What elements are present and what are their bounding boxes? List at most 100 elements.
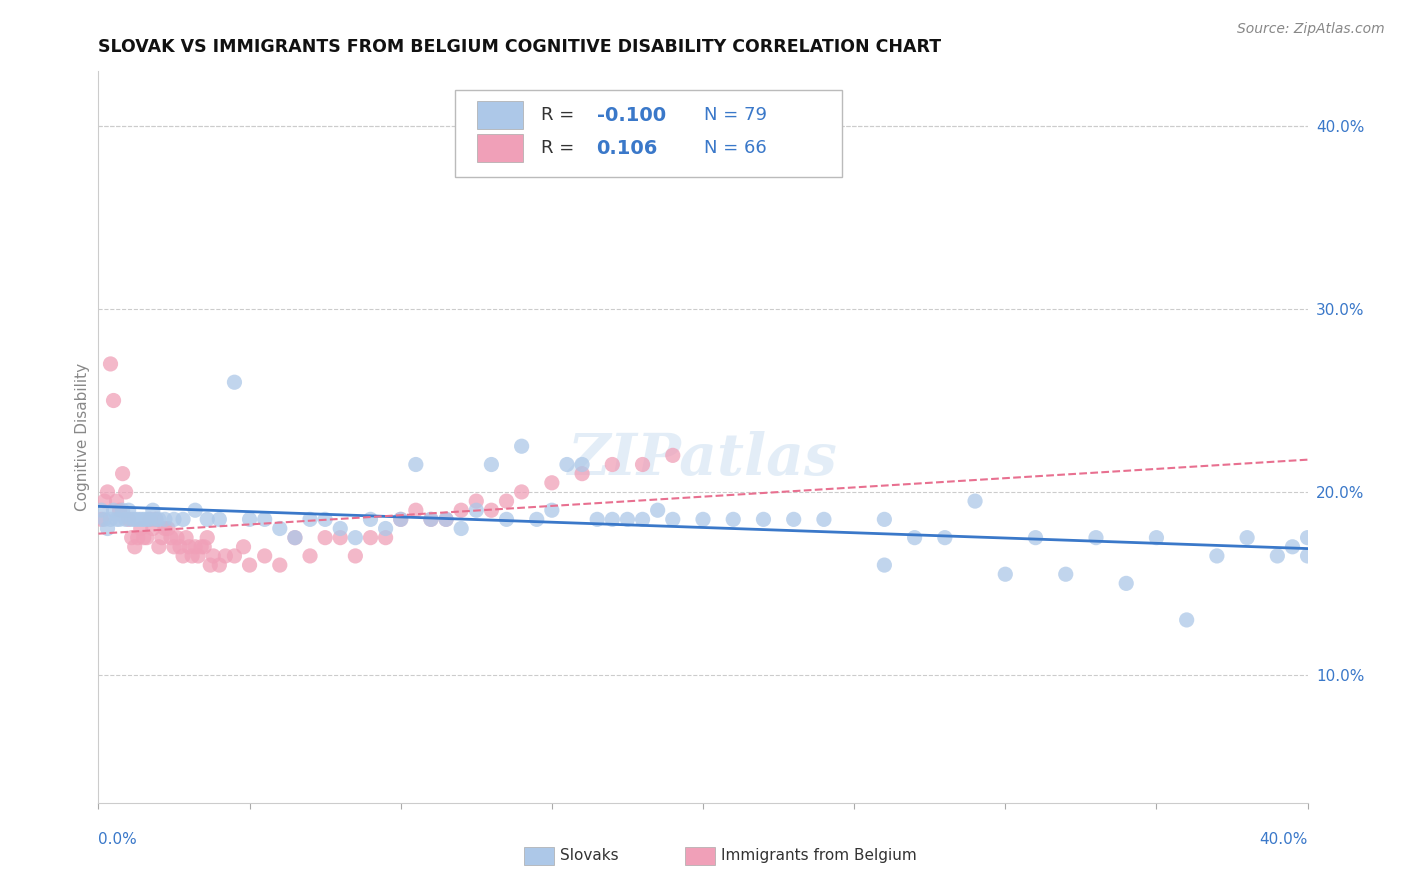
Point: [1054, 567, 1077, 582]
Point: [465, 494, 488, 508]
Point: [100, 512, 122, 526]
Point: [114, 512, 136, 526]
Point: [202, 549, 225, 563]
Point: [253, 549, 276, 563]
Point: [571, 458, 593, 472]
Point: [420, 512, 443, 526]
Point: [284, 531, 307, 545]
Point: [96, 521, 118, 535]
Point: [299, 549, 322, 563]
Point: [139, 512, 162, 526]
Point: [118, 503, 141, 517]
FancyBboxPatch shape: [685, 847, 716, 865]
Point: [1024, 531, 1046, 545]
Text: 0.106: 0.106: [596, 138, 658, 158]
Text: -0.100: -0.100: [596, 106, 665, 125]
Point: [1085, 531, 1108, 545]
Point: [129, 521, 152, 535]
Point: [132, 512, 155, 526]
Point: [156, 521, 179, 535]
Point: [555, 458, 578, 472]
Point: [389, 512, 412, 526]
Point: [239, 558, 262, 573]
Point: [111, 503, 134, 517]
Point: [389, 512, 412, 526]
Point: [1296, 531, 1319, 545]
Point: [105, 512, 128, 526]
Point: [692, 512, 714, 526]
Point: [195, 512, 218, 526]
Point: [873, 512, 896, 526]
Point: [934, 531, 956, 545]
Point: [163, 512, 186, 526]
Point: [374, 531, 396, 545]
Point: [135, 512, 157, 526]
Point: [163, 540, 186, 554]
Point: [193, 540, 215, 554]
Point: [344, 549, 367, 563]
Point: [153, 521, 176, 535]
Point: [105, 494, 128, 508]
Text: R =: R =: [541, 139, 586, 157]
Point: [190, 540, 212, 554]
Point: [284, 531, 307, 545]
Point: [329, 521, 352, 535]
Point: [434, 512, 457, 526]
Point: [232, 540, 254, 554]
Point: [139, 512, 162, 526]
Point: [314, 531, 336, 545]
Point: [169, 540, 191, 554]
Point: [344, 531, 367, 545]
Point: [647, 503, 669, 517]
Point: [108, 512, 131, 526]
Point: [200, 558, 222, 573]
Point: [465, 503, 488, 517]
Point: [540, 503, 562, 517]
Point: [661, 448, 683, 462]
Point: [631, 458, 654, 472]
Point: [420, 512, 443, 526]
Point: [132, 531, 155, 545]
Point: [873, 558, 896, 573]
Point: [450, 521, 472, 535]
Point: [1236, 531, 1258, 545]
Point: [540, 475, 562, 490]
Point: [224, 549, 246, 563]
Point: [813, 512, 835, 526]
Point: [187, 549, 209, 563]
Point: [121, 512, 143, 526]
Point: [172, 549, 194, 563]
Point: [129, 512, 152, 526]
Point: [723, 512, 745, 526]
Point: [142, 521, 165, 535]
Point: [148, 512, 170, 526]
FancyBboxPatch shape: [477, 102, 523, 129]
Point: [121, 531, 143, 545]
Text: Immigrants from Belgium: Immigrants from Belgium: [721, 848, 917, 863]
Point: [195, 531, 218, 545]
Text: N = 79: N = 79: [704, 106, 768, 124]
Point: [405, 458, 427, 472]
Text: SLOVAK VS IMMIGRANTS FROM BELGIUM COGNITIVE DISABILITY CORRELATION CHART: SLOVAK VS IMMIGRANTS FROM BELGIUM COGNIT…: [98, 38, 942, 56]
Point: [360, 512, 382, 526]
Text: 0.0%: 0.0%: [98, 832, 138, 847]
Point: [150, 531, 173, 545]
Point: [93, 512, 115, 526]
Point: [1175, 613, 1198, 627]
Y-axis label: Cognitive Disability: Cognitive Disability: [75, 363, 90, 511]
Point: [994, 567, 1017, 582]
Point: [616, 512, 638, 526]
Point: [184, 503, 207, 517]
Point: [142, 503, 165, 517]
FancyBboxPatch shape: [456, 90, 842, 178]
Point: [904, 531, 927, 545]
Point: [100, 357, 122, 371]
Point: [172, 512, 194, 526]
Point: [495, 512, 517, 526]
Point: [253, 512, 276, 526]
Point: [586, 512, 609, 526]
Text: R =: R =: [541, 106, 579, 124]
Point: [374, 521, 396, 535]
Point: [148, 540, 170, 554]
Point: [208, 558, 231, 573]
